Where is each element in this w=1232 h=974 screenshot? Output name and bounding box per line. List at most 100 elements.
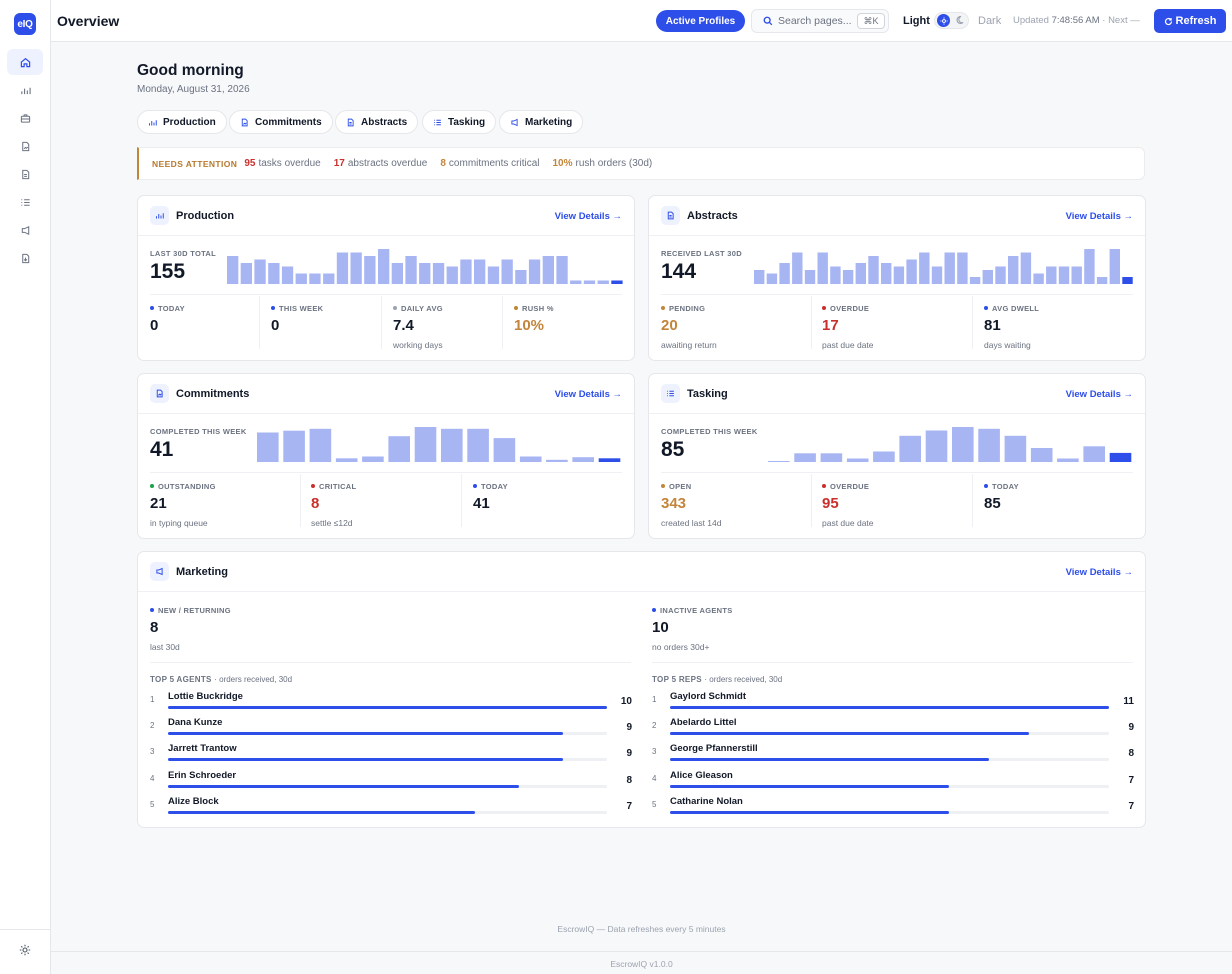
updated-label: Updated <box>1013 15 1049 26</box>
alert-title: NEEDS ATTENTION <box>152 158 238 169</box>
rank-bar-fill <box>670 784 950 788</box>
rank-name: Abelardo Littel <box>670 717 737 729</box>
view-details-link[interactable]: View Details → <box>1065 567 1133 578</box>
rank-row[interactable]: 4 Erin Schroeder 8 <box>150 770 632 792</box>
nav-home[interactable] <box>7 49 43 75</box>
rank-row[interactable]: 3 Jarrett Trantow 9 <box>150 743 632 765</box>
theme-dark-label[interactable]: Dark <box>978 15 1002 27</box>
spark-bar <box>240 263 252 284</box>
divider <box>300 474 301 527</box>
view-details-link[interactable]: View Details → <box>554 389 622 400</box>
stat-label: DAILY AVG <box>393 304 443 313</box>
divider <box>150 472 622 473</box>
stat-value: 8 <box>150 619 159 636</box>
rank-value: 7 <box>626 800 632 812</box>
stat-value: 0 <box>150 317 159 334</box>
rank-name: Jarrett Trantow <box>168 743 237 755</box>
abstracts-card: Abstracts View Details → RECEIVED LAST 3… <box>648 195 1146 361</box>
stat-label: OPEN <box>661 482 691 491</box>
divider <box>652 662 1133 663</box>
app-logo[interactable]: eIQ <box>14 13 36 35</box>
gear-icon[interactable] <box>19 944 31 956</box>
view-details-link[interactable]: View Details → <box>1065 211 1133 222</box>
divider <box>972 474 973 527</box>
chip-marketing[interactable]: Marketing <box>499 110 584 134</box>
rank-value: 7 <box>1128 800 1134 812</box>
spark-bar <box>1071 266 1082 284</box>
stat-sub: settle ≤12d <box>311 518 353 528</box>
rank-row[interactable]: 2 Abelardo Littel 9 <box>652 717 1134 739</box>
rank-row[interactable]: 2 Dana Kunze 9 <box>150 717 632 739</box>
nav-production[interactable] <box>7 77 43 103</box>
nav-abstracts[interactable] <box>7 161 43 187</box>
card-header: Production View Details → <box>138 196 634 236</box>
spark-bar <box>268 263 280 284</box>
stat-label: INACTIVE AGENTS <box>652 606 733 615</box>
top-agents-title: TOP 5 AGENTS · orders received, 30d <box>150 675 293 684</box>
stat-label: OUTSTANDING <box>150 482 216 491</box>
chip-tasking[interactable]: Tasking <box>422 110 497 134</box>
theme-light-label[interactable]: Light <box>903 15 930 27</box>
rank-value: 10 <box>620 696 632 707</box>
divider <box>461 474 462 527</box>
big-value: 144 <box>661 260 697 283</box>
chip-label: Marketing <box>525 116 573 128</box>
chip-abstracts[interactable]: Abstracts <box>335 110 419 134</box>
rank-row[interactable]: 4 Alice Gleason 7 <box>652 770 1134 792</box>
active-profiles-button[interactable]: Active Profiles <box>656 10 745 32</box>
spark-bar <box>855 263 866 284</box>
alert-item: 10% rush orders (30d) <box>553 158 653 169</box>
abstracts-sparkbars <box>754 249 1133 284</box>
rank-bar-track <box>670 784 1109 788</box>
spark-bar <box>570 280 582 284</box>
search-input[interactable] <box>778 15 852 27</box>
spark-bar <box>830 266 841 284</box>
theme-toggle[interactable] <box>934 12 969 29</box>
nav-commitments[interactable] <box>7 133 43 159</box>
spark-bar <box>309 428 332 462</box>
stat-value: 10 <box>652 619 669 636</box>
alert-value: 95 <box>244 158 256 169</box>
rank-bar-fill <box>168 810 476 814</box>
stat-value: 41 <box>473 495 490 512</box>
spark-bar <box>931 266 943 284</box>
nav-tasking[interactable] <box>7 189 43 215</box>
spark-bar <box>257 432 279 462</box>
refresh-button[interactable]: Refresh <box>1154 9 1226 33</box>
rank-row[interactable]: 5 Alize Block 7 <box>150 796 632 818</box>
spark-bar <box>952 427 974 462</box>
rank-row[interactable]: 3 George Pfannerstill 8 <box>652 743 1134 765</box>
divider <box>811 296 812 349</box>
spark-bar <box>335 458 358 462</box>
view-details-link[interactable]: View Details → <box>554 211 622 222</box>
rank-row[interactable]: 1 Lottie Buckridge 10 <box>150 691 632 713</box>
rank-row[interactable]: 1 Gaylord Schmidt 11 <box>652 691 1134 713</box>
nav-downloads[interactable] <box>7 245 43 271</box>
rank-row[interactable]: 5 Catharine Nolan 7 <box>652 796 1134 818</box>
footer-version: EscrowIQ v1.0.0 <box>51 951 1232 974</box>
divider <box>811 474 812 527</box>
big-label: COMPLETED THIS WEEK <box>661 427 758 436</box>
nav-briefcase[interactable] <box>7 105 43 131</box>
rank-bar-track <box>670 706 1109 709</box>
commitments-sparkbars <box>257 427 621 462</box>
spark-bar <box>868 256 879 284</box>
search-icon <box>763 16 773 26</box>
nav-marketing[interactable] <box>7 217 43 243</box>
tasking-sparkbars <box>768 427 1132 462</box>
rank-bar-track <box>168 784 607 788</box>
stat-value: 0 <box>271 317 280 334</box>
view-details-link[interactable]: View Details → <box>1065 389 1133 400</box>
spark-bar <box>1033 273 1044 284</box>
chip-commitments[interactable]: Commitments <box>229 110 333 134</box>
chip-production[interactable]: Production <box>137 110 227 134</box>
alert-item: 17 abstracts overdue <box>334 158 428 169</box>
rank-value: 9 <box>626 748 632 760</box>
stat-label: PENDING <box>661 304 705 313</box>
list-icon <box>661 384 680 403</box>
rank-bar-track <box>168 706 607 709</box>
stat-value: 10% <box>514 317 545 334</box>
rank-bar-fill <box>670 732 1030 736</box>
search-box[interactable]: ⌘K <box>751 9 889 33</box>
card-title: Production <box>176 210 235 222</box>
